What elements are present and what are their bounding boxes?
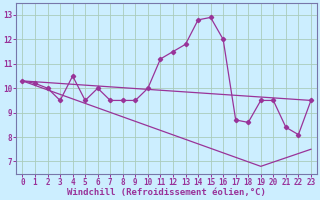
- X-axis label: Windchill (Refroidissement éolien,°C): Windchill (Refroidissement éolien,°C): [67, 188, 266, 197]
